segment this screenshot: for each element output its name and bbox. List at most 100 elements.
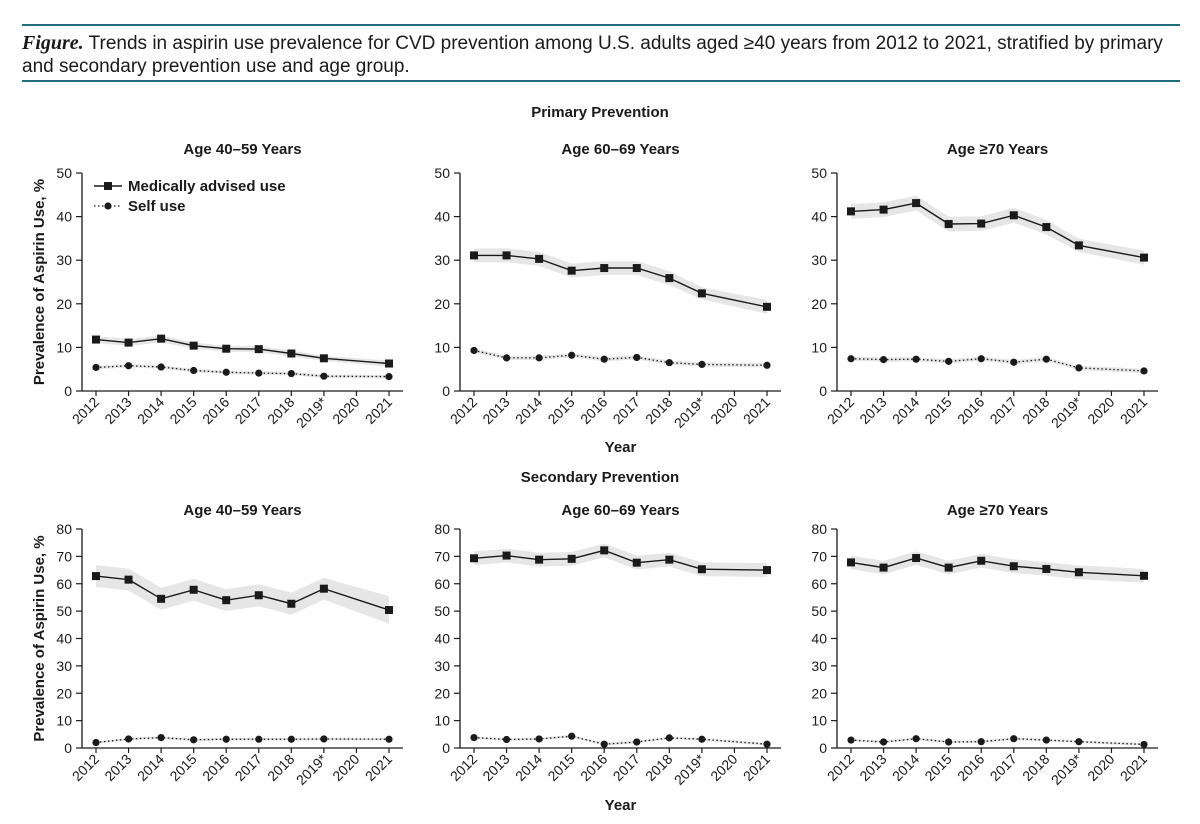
medical-point xyxy=(1009,562,1018,571)
medical-point xyxy=(944,563,953,572)
medical-ci-band xyxy=(96,565,389,624)
medical-point xyxy=(567,554,576,563)
panel-title: Age 60–69 Years xyxy=(561,141,679,158)
chart-panel-3: Age ≥70 Years 0 10 20 30 40 50 2012 2013 2014 2015… xyxy=(811,141,1158,431)
medical-point xyxy=(763,566,771,575)
y-tick-label: 80 xyxy=(434,521,450,537)
x-tick-label: 2017 xyxy=(987,751,1020,784)
y-tick-label: 30 xyxy=(56,658,72,674)
y-tick-label: 10 xyxy=(56,339,72,355)
self-point xyxy=(847,355,855,363)
y-tick-label: 50 xyxy=(56,603,72,619)
medical-point xyxy=(763,302,771,311)
x-tick-label: 2021 xyxy=(1117,751,1150,784)
self-point xyxy=(1140,740,1148,749)
y-tick-label: 20 xyxy=(811,296,827,312)
self-point xyxy=(124,362,133,370)
self-point xyxy=(385,373,393,381)
self-ci-band xyxy=(96,736,389,744)
y-tick-label: 10 xyxy=(434,339,450,355)
x-tick-label: 2013 xyxy=(856,394,889,427)
y-tick-label: 40 xyxy=(56,631,72,647)
self-point xyxy=(157,733,165,742)
y-tick-label: 10 xyxy=(811,713,827,729)
medical-point xyxy=(912,199,921,208)
self-series-line xyxy=(95,736,390,744)
medical-point xyxy=(665,555,674,564)
medical-point xyxy=(470,554,478,563)
y-tick-label: 20 xyxy=(434,296,450,312)
self-point xyxy=(698,360,706,369)
medical-point xyxy=(1042,223,1051,232)
medical-point xyxy=(665,274,674,283)
y-tick-label: 30 xyxy=(811,252,827,268)
medical-point xyxy=(697,289,706,298)
self-point xyxy=(287,735,295,743)
legend-self-label: Self use xyxy=(128,198,186,215)
x-tick-label: 2017 xyxy=(610,394,643,427)
medical-point xyxy=(944,220,953,229)
x-tick-label: 2017 xyxy=(610,751,643,784)
x-tick-label: 2012 xyxy=(447,751,480,784)
x-tick-label: 2015 xyxy=(544,751,577,784)
medical-point xyxy=(567,266,576,275)
medical-point xyxy=(124,338,133,347)
figure-caption: Figure. Trends in aspirin use prevalence… xyxy=(22,32,1182,78)
x-tick-label: 2016 xyxy=(577,394,610,427)
y-tick-label: 0 xyxy=(64,740,72,756)
chart-legend: Medically advised use Self use xyxy=(94,178,286,215)
medical-point xyxy=(879,205,888,214)
self-point xyxy=(1010,735,1018,743)
y-tick-label: 70 xyxy=(56,548,72,564)
self-point xyxy=(255,735,263,743)
medical-ci-band xyxy=(96,335,389,367)
medical-point xyxy=(1042,564,1051,573)
medical-point xyxy=(1074,568,1083,577)
medical-ci-band xyxy=(851,195,1144,265)
self-point xyxy=(222,368,230,376)
x-tick-label: 2019* xyxy=(293,393,331,431)
x-tick-label: 2019* xyxy=(293,750,331,788)
self-point xyxy=(535,735,543,743)
medical-point xyxy=(222,596,231,605)
self-point xyxy=(385,735,393,743)
y-tick-label: 30 xyxy=(434,252,450,268)
y-tick-label: 30 xyxy=(56,252,72,268)
medical-point xyxy=(124,575,133,584)
x-tick-label: 2013 xyxy=(101,751,134,784)
self-point xyxy=(912,355,920,363)
self-point xyxy=(502,735,511,744)
self-point xyxy=(287,369,295,378)
y-tick-label: 40 xyxy=(434,209,450,225)
y-tick-label: 60 xyxy=(56,576,72,592)
self-series-line xyxy=(473,349,768,366)
x-tick-label: 2014 xyxy=(889,751,922,784)
medical-point xyxy=(632,264,641,273)
x-tick-label: 2021 xyxy=(362,751,395,784)
x-tick-label: 2012 xyxy=(69,751,102,784)
self-point xyxy=(502,354,511,362)
x-tick-label: 2017 xyxy=(232,751,265,784)
x-tick-label: 2012 xyxy=(824,394,857,427)
self-point xyxy=(912,735,920,743)
self-ci-band xyxy=(474,348,767,368)
medical-point xyxy=(502,251,511,260)
self-point xyxy=(1075,364,1083,372)
medical-point xyxy=(535,555,544,564)
y-tick-label: 0 xyxy=(442,383,450,399)
x-tick-label: 2018 xyxy=(642,394,675,427)
medical-point xyxy=(977,219,986,228)
y-tick-label: 40 xyxy=(811,631,827,647)
x-tick-label: 2020 xyxy=(329,394,362,427)
medical-point xyxy=(879,563,888,572)
x-tick-label: 2014 xyxy=(134,751,167,784)
x-tick-label: 2017 xyxy=(987,394,1020,427)
x-tick-label: 2015 xyxy=(166,394,199,427)
x-tick-label: 2020 xyxy=(329,751,362,784)
medical-point xyxy=(600,546,609,555)
medical-point xyxy=(189,341,198,350)
x-tick-label: 2016 xyxy=(954,751,987,784)
secondary-section-title: Secondary Prevention xyxy=(521,469,679,486)
x-tick-label: 2016 xyxy=(577,751,610,784)
